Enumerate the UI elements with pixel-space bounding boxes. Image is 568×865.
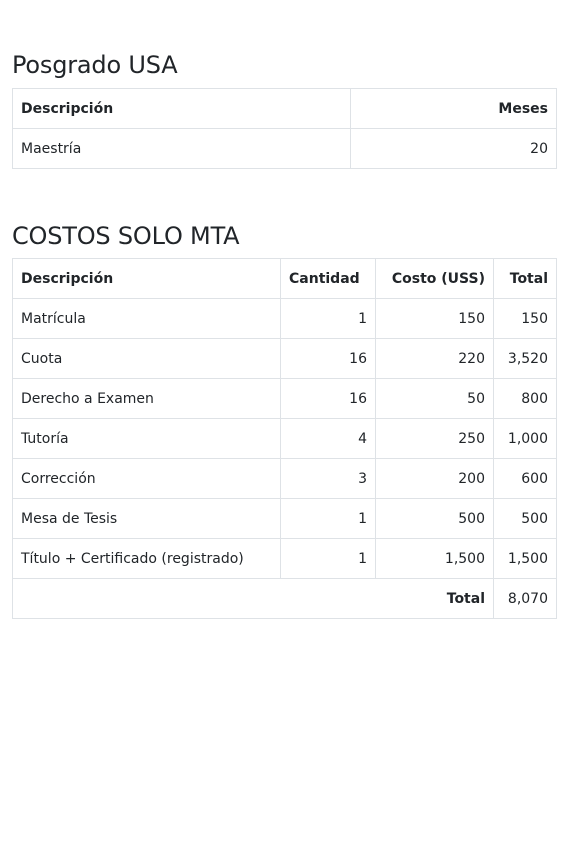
header-cantidad: Cantidad	[280, 258, 376, 299]
cell-descripcion: Maestría	[12, 128, 351, 169]
posgrado-table: Descripción Meses Maestría 20	[12, 88, 557, 169]
cell-meses: 20	[350, 128, 557, 169]
table-row: Título + Certificado (registrado) 1 1,50…	[12, 538, 557, 579]
table-total-row: Total 8,070	[12, 578, 557, 619]
cell-total: 150	[493, 298, 557, 339]
costos-title: COSTOS SOLO MTA	[12, 222, 240, 250]
header-total: Total	[493, 258, 557, 299]
total-label: Total	[12, 578, 494, 619]
cell-total: 3,520	[493, 338, 557, 379]
cell-costo: 250	[375, 418, 494, 459]
cell-cantidad: 16	[280, 378, 376, 419]
costos-table: Descripción Cantidad Costo (USS) Total M…	[12, 258, 557, 619]
cell-total: 600	[493, 458, 557, 499]
header-descripcion: Descripción	[12, 88, 351, 129]
cell-costo: 200	[375, 458, 494, 499]
cell-descripcion: Corrección	[12, 458, 281, 499]
table-header-row: Descripción Meses	[12, 88, 557, 129]
cell-descripcion: Título + Certificado (registrado)	[12, 538, 281, 579]
table-row: Matrícula 1 150 150	[12, 298, 557, 339]
cell-costo: 220	[375, 338, 494, 379]
table-row: Derecho a Examen 16 50 800	[12, 378, 557, 419]
cell-cantidad: 16	[280, 338, 376, 379]
cell-descripcion: Cuota	[12, 338, 281, 379]
cell-cantidad: 1	[280, 298, 376, 339]
cell-descripcion: Derecho a Examen	[12, 378, 281, 419]
posgrado-title: Posgrado USA	[12, 51, 178, 79]
total-value: 8,070	[493, 578, 557, 619]
cell-total: 1,000	[493, 418, 557, 459]
cell-cantidad: 1	[280, 538, 376, 579]
cell-total: 800	[493, 378, 557, 419]
cell-costo: 50	[375, 378, 494, 419]
header-meses: Meses	[350, 88, 557, 129]
cell-cantidad: 4	[280, 418, 376, 459]
header-descripcion: Descripción	[12, 258, 281, 299]
cell-descripcion: Mesa de Tesis	[12, 498, 281, 539]
cell-cantidad: 3	[280, 458, 376, 499]
cell-costo: 500	[375, 498, 494, 539]
cell-descripcion: Tutoría	[12, 418, 281, 459]
table-row: Cuota 16 220 3,520	[12, 338, 557, 379]
table-row: Tutoría 4 250 1,000	[12, 418, 557, 459]
header-costo: Costo (USS)	[375, 258, 494, 299]
cell-total: 500	[493, 498, 557, 539]
table-header-row: Descripción Cantidad Costo (USS) Total	[12, 258, 557, 299]
cell-total: 1,500	[493, 538, 557, 579]
table-row: Corrección 3 200 600	[12, 458, 557, 499]
cell-costo: 1,500	[375, 538, 494, 579]
table-row: Mesa de Tesis 1 500 500	[12, 498, 557, 539]
cell-costo: 150	[375, 298, 494, 339]
cell-descripcion: Matrícula	[12, 298, 281, 339]
table-row: Maestría 20	[12, 128, 557, 169]
cell-cantidad: 1	[280, 498, 376, 539]
